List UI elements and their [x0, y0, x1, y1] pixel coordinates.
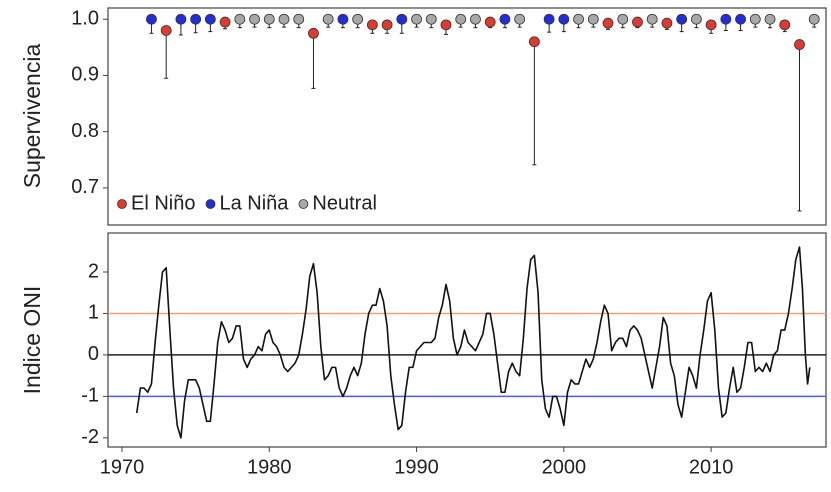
point: [690, 13, 702, 25]
point: [646, 13, 658, 25]
legend-marker: [205, 199, 216, 209]
point: [705, 19, 717, 31]
point: [337, 13, 349, 25]
point: [249, 13, 260, 25]
point: [617, 13, 629, 25]
point: [573, 13, 584, 25]
point: [676, 13, 688, 25]
legend-label: Neutral: [312, 192, 376, 214]
x-tick-label: 1970: [100, 456, 145, 478]
y-tick-label: 0.9: [71, 64, 99, 86]
point: [160, 25, 172, 36]
point: [794, 39, 805, 50]
point: [779, 19, 791, 31]
y-axis-title: Supervivencia: [19, 44, 45, 189]
point: [425, 13, 437, 25]
panel-frame: [107, 7, 827, 226]
point: [587, 13, 599, 25]
y-tick-label: -2: [81, 426, 99, 448]
legend-marker: [117, 199, 127, 209]
point: [764, 13, 776, 25]
panel-frame: [107, 232, 827, 448]
point: [411, 13, 422, 25]
point: [366, 19, 378, 31]
legend-marker: [298, 199, 309, 209]
point: [558, 13, 570, 25]
point: [484, 16, 496, 28]
point: [455, 13, 467, 25]
point: [440, 19, 452, 31]
point: [632, 16, 643, 28]
point: [175, 13, 187, 25]
point: [293, 13, 305, 25]
point: [190, 13, 202, 25]
y-axis-title: Indice ONI: [19, 286, 45, 395]
x-tick-label: 1990: [394, 456, 439, 478]
x-tick-label: 2010: [689, 456, 734, 478]
y-tick-label: 0: [88, 343, 99, 365]
point: [661, 17, 673, 29]
point: [278, 13, 290, 25]
point: [749, 13, 761, 25]
y-tick-label: 1: [88, 302, 99, 324]
y-tick-label: 0.8: [71, 120, 99, 142]
x-tick-label: 1980: [247, 456, 292, 478]
legend-label: El Niño: [131, 192, 195, 214]
y-tick-label: 1.0: [71, 8, 99, 30]
point: [146, 13, 157, 25]
point: [470, 13, 481, 25]
line: [135, 246, 811, 439]
point: [234, 13, 246, 25]
point: [308, 27, 319, 39]
y-tick-label: -1: [81, 385, 99, 407]
legend-label: La Niña: [219, 192, 289, 214]
point: [720, 13, 732, 25]
y-tick-label: 2: [88, 260, 99, 282]
point: [396, 13, 408, 25]
point: [602, 17, 614, 29]
point: [499, 13, 511, 25]
point: [543, 13, 555, 25]
point: [263, 13, 275, 25]
point: [514, 13, 526, 25]
point: [808, 13, 820, 25]
point: [204, 13, 216, 25]
point: [381, 19, 393, 31]
point: [322, 13, 334, 25]
y-tick-label: 0.7: [71, 176, 99, 198]
point: [735, 13, 746, 25]
point: [528, 36, 540, 48]
point: [352, 13, 364, 25]
point: [219, 16, 231, 28]
x-tick-label: 2000: [542, 456, 587, 478]
